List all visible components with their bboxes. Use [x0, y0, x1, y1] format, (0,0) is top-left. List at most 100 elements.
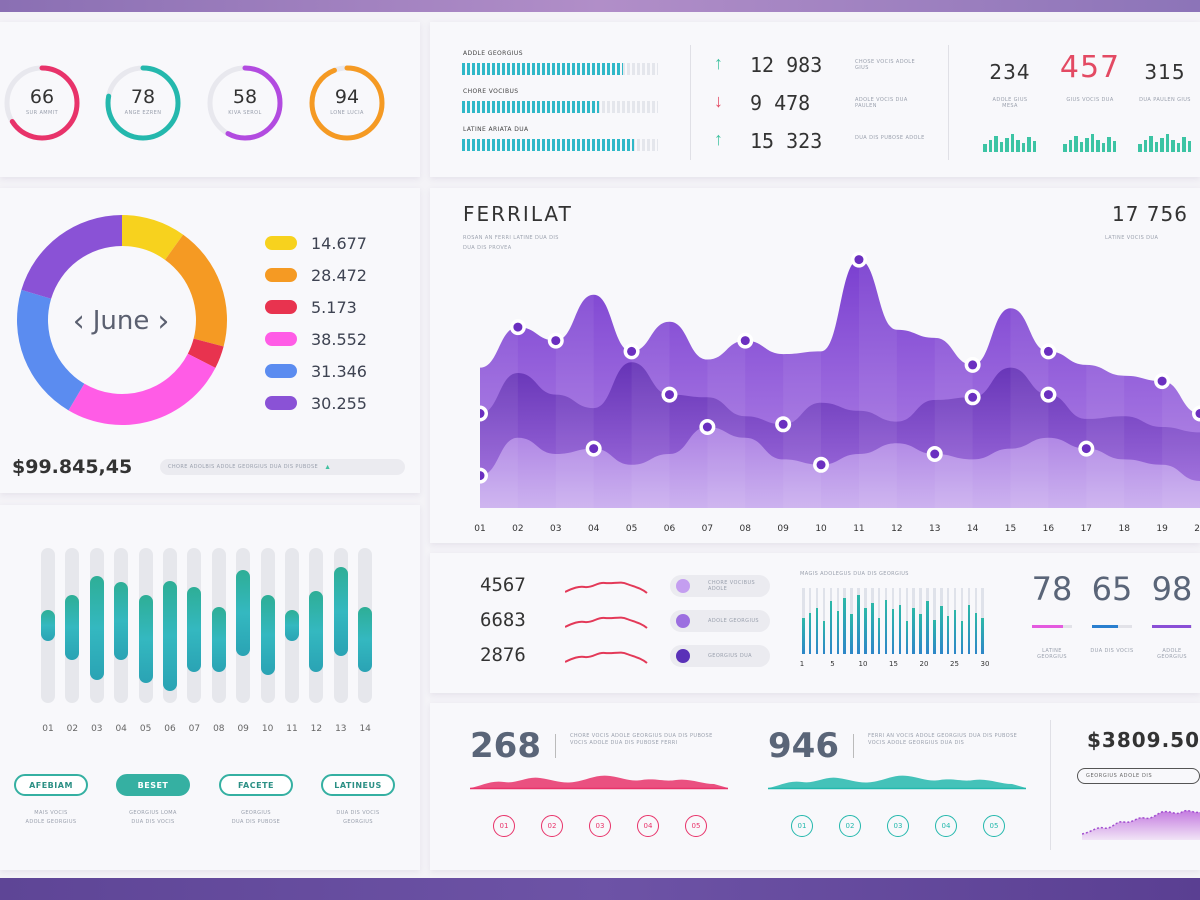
- x-tick-label: 16: [1042, 524, 1055, 534]
- data-point[interactable]: [930, 449, 940, 459]
- data-point[interactable]: [702, 422, 712, 432]
- progress-label: LATINE ARIATA DUA: [463, 126, 529, 133]
- data-point[interactable]: [1081, 444, 1091, 454]
- x-tick-label: 10: [261, 724, 274, 734]
- data-point[interactable]: [664, 390, 674, 400]
- x-tick-label: 06: [164, 724, 176, 734]
- mini-sparkline: [565, 651, 648, 664]
- donut-segment[interactable]: [68, 353, 216, 425]
- step-circle[interactable]: 01: [791, 815, 813, 837]
- percent-fill: [1092, 625, 1118, 628]
- step-circle[interactable]: 05: [685, 815, 707, 837]
- step-circle[interactable]: 02: [541, 815, 563, 837]
- column-x-label: 15: [889, 660, 898, 668]
- bottom-frame-bar: [0, 878, 1200, 900]
- bar-range[interactable]: [163, 580, 177, 691]
- data-point[interactable]: [854, 255, 864, 265]
- data-point[interactable]: [1157, 376, 1167, 386]
- data-point[interactable]: [968, 392, 978, 402]
- area-chart-svg: [480, 230, 1200, 508]
- data-point[interactable]: [740, 336, 750, 346]
- money-tag[interactable]: GEORGIUS ADOLE DIS: [1077, 768, 1200, 784]
- bar-range[interactable]: [260, 594, 275, 676]
- donut-segment[interactable]: [165, 234, 227, 347]
- step-circle[interactable]: 02: [839, 815, 861, 837]
- donut-chart: [17, 215, 227, 425]
- bar-range[interactable]: [211, 606, 226, 672]
- data-point[interactable]: [1043, 390, 1053, 400]
- kpi-spark-bar: [1154, 142, 1158, 152]
- kpi-spark-bar: [1138, 144, 1142, 152]
- legend-item: 14.677: [265, 233, 367, 253]
- kpi-spark-bar: [1165, 134, 1169, 152]
- mini-stat-tag[interactable]: GEORGIUS DUA: [670, 645, 770, 667]
- donut-segment[interactable]: [17, 289, 85, 411]
- data-point[interactable]: [968, 360, 978, 370]
- data-point[interactable]: [778, 419, 788, 429]
- prev-month-arrow[interactable]: ‹: [72, 303, 85, 339]
- data-point[interactable]: [1043, 346, 1053, 356]
- month-label: June: [92, 306, 150, 336]
- data-point[interactable]: [627, 346, 637, 356]
- filter-button[interactable]: AFEBIAM: [14, 774, 88, 796]
- progress-label: ADDLE GEORGIUS: [463, 50, 523, 57]
- column-bar: [967, 605, 971, 654]
- donut-segment[interactable]: [122, 215, 184, 260]
- data-point[interactable]: [816, 460, 826, 470]
- filter-button[interactable]: FACETE: [219, 774, 293, 796]
- progress-fill: [462, 139, 635, 151]
- data-point[interactable]: [480, 409, 485, 418]
- bar-range[interactable]: [333, 566, 348, 657]
- bar-range[interactable]: [187, 586, 202, 672]
- x-tick-label: 10: [815, 524, 827, 534]
- step-circle[interactable]: 03: [589, 815, 611, 837]
- donut-segment[interactable]: [187, 338, 224, 368]
- step-circle[interactable]: 05: [983, 815, 1005, 837]
- mini-stat-tag[interactable]: CHORE VOCIBUS ADOLE: [670, 575, 770, 597]
- gauge-label: LONE LUCIA: [330, 110, 364, 116]
- divider: [1050, 720, 1051, 850]
- bar-range[interactable]: [236, 569, 251, 657]
- step-circle[interactable]: 04: [935, 815, 957, 837]
- mini-stat-value: 6683: [480, 609, 526, 631]
- filter-button[interactable]: LATINEUS: [321, 774, 395, 796]
- percent-note: DUA DIS VOCIS: [1090, 648, 1134, 654]
- gauge-value: 58: [232, 86, 258, 108]
- legend-item: 31.346: [265, 361, 367, 381]
- area-stripe: [1162, 230, 1200, 508]
- bar-range[interactable]: [114, 582, 129, 660]
- legend-swatch: [265, 364, 297, 378]
- kpi-spark-bar: [1182, 137, 1186, 152]
- donut-segment[interactable]: [21, 215, 123, 299]
- data-point[interactable]: [551, 336, 561, 346]
- percent-track: [1092, 625, 1132, 628]
- bar-range[interactable]: [41, 610, 55, 641]
- next-month-arrow[interactable]: ›: [157, 303, 170, 339]
- kpi-spark-bar: [1171, 140, 1175, 152]
- step-circle[interactable]: 01: [493, 815, 515, 837]
- bar-range[interactable]: [65, 594, 80, 660]
- data-point[interactable]: [1195, 409, 1200, 418]
- data-point[interactable]: [589, 444, 599, 454]
- bar-range[interactable]: [358, 606, 373, 672]
- gauge-value: 66: [29, 86, 55, 108]
- step-circle[interactable]: 04: [637, 815, 659, 837]
- bar-range[interactable]: [309, 591, 324, 672]
- mini-stat-tag[interactable]: ADOLE GEORGIUS: [670, 610, 770, 632]
- kpi-spark-bar: [1063, 144, 1067, 152]
- bar-range[interactable]: [285, 610, 299, 641]
- kpi-value: 457: [1059, 50, 1121, 85]
- kpi-note: ADOLE GIUS MESA: [992, 97, 1028, 109]
- kpi-spark-bar: [1176, 143, 1180, 152]
- filter-button[interactable]: BESET: [116, 774, 190, 796]
- bar-range[interactable]: [138, 594, 153, 683]
- data-point[interactable]: [480, 471, 485, 481]
- bar-range[interactable]: [89, 575, 104, 680]
- kpi-spark-bar: [1005, 138, 1009, 152]
- gauge-ring: [309, 65, 385, 141]
- step-circle[interactable]: 03: [887, 815, 909, 837]
- column-bar: [808, 613, 812, 654]
- legend-item: 30.255: [265, 393, 367, 413]
- data-point[interactable]: [513, 322, 523, 332]
- percent-value: 98: [1151, 570, 1193, 608]
